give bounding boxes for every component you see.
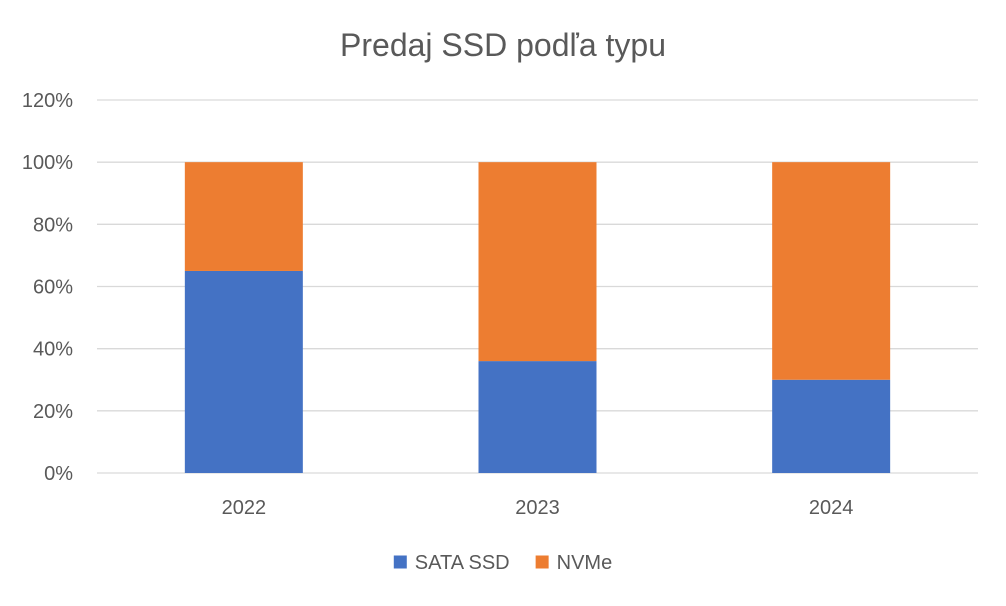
legend-label: NVMe [557,552,613,574]
y-tick-label: 100% [22,152,73,174]
x-tick-label: 2022 [222,497,267,519]
legend-swatch-nvme [535,555,549,569]
legend: SATA SSD NVMe [393,552,613,574]
bar-nvme-2023 [478,162,597,362]
y-tick-label: 60% [33,277,73,299]
x-tick-label: 2024 [809,497,854,519]
bar-sata-ssd-2024 [772,379,891,473]
y-tick-label: 20% [33,401,73,423]
y-axis-ticks: 0% 20% 40% 60% 80% 100% 120% [22,90,73,485]
chart-title: Predaj SSD podľa typu [340,27,666,63]
bar-nvme-2024 [772,162,891,380]
x-axis-ticks: 2022 2023 2024 [222,497,854,519]
bar-nvme-2022 [184,162,303,271]
y-tick-label: 80% [33,214,73,236]
y-tick-label: 40% [33,339,73,361]
y-tick-label: 120% [22,90,73,112]
bars [184,162,891,473]
x-tick-label: 2023 [515,497,560,519]
bar-sata-ssd-2022 [184,270,303,473]
bar-sata-ssd-2023 [478,361,597,473]
y-tick-label: 0% [44,463,73,485]
legend-swatch-sata-ssd [393,555,407,569]
legend-label: SATA SSD [415,552,510,574]
